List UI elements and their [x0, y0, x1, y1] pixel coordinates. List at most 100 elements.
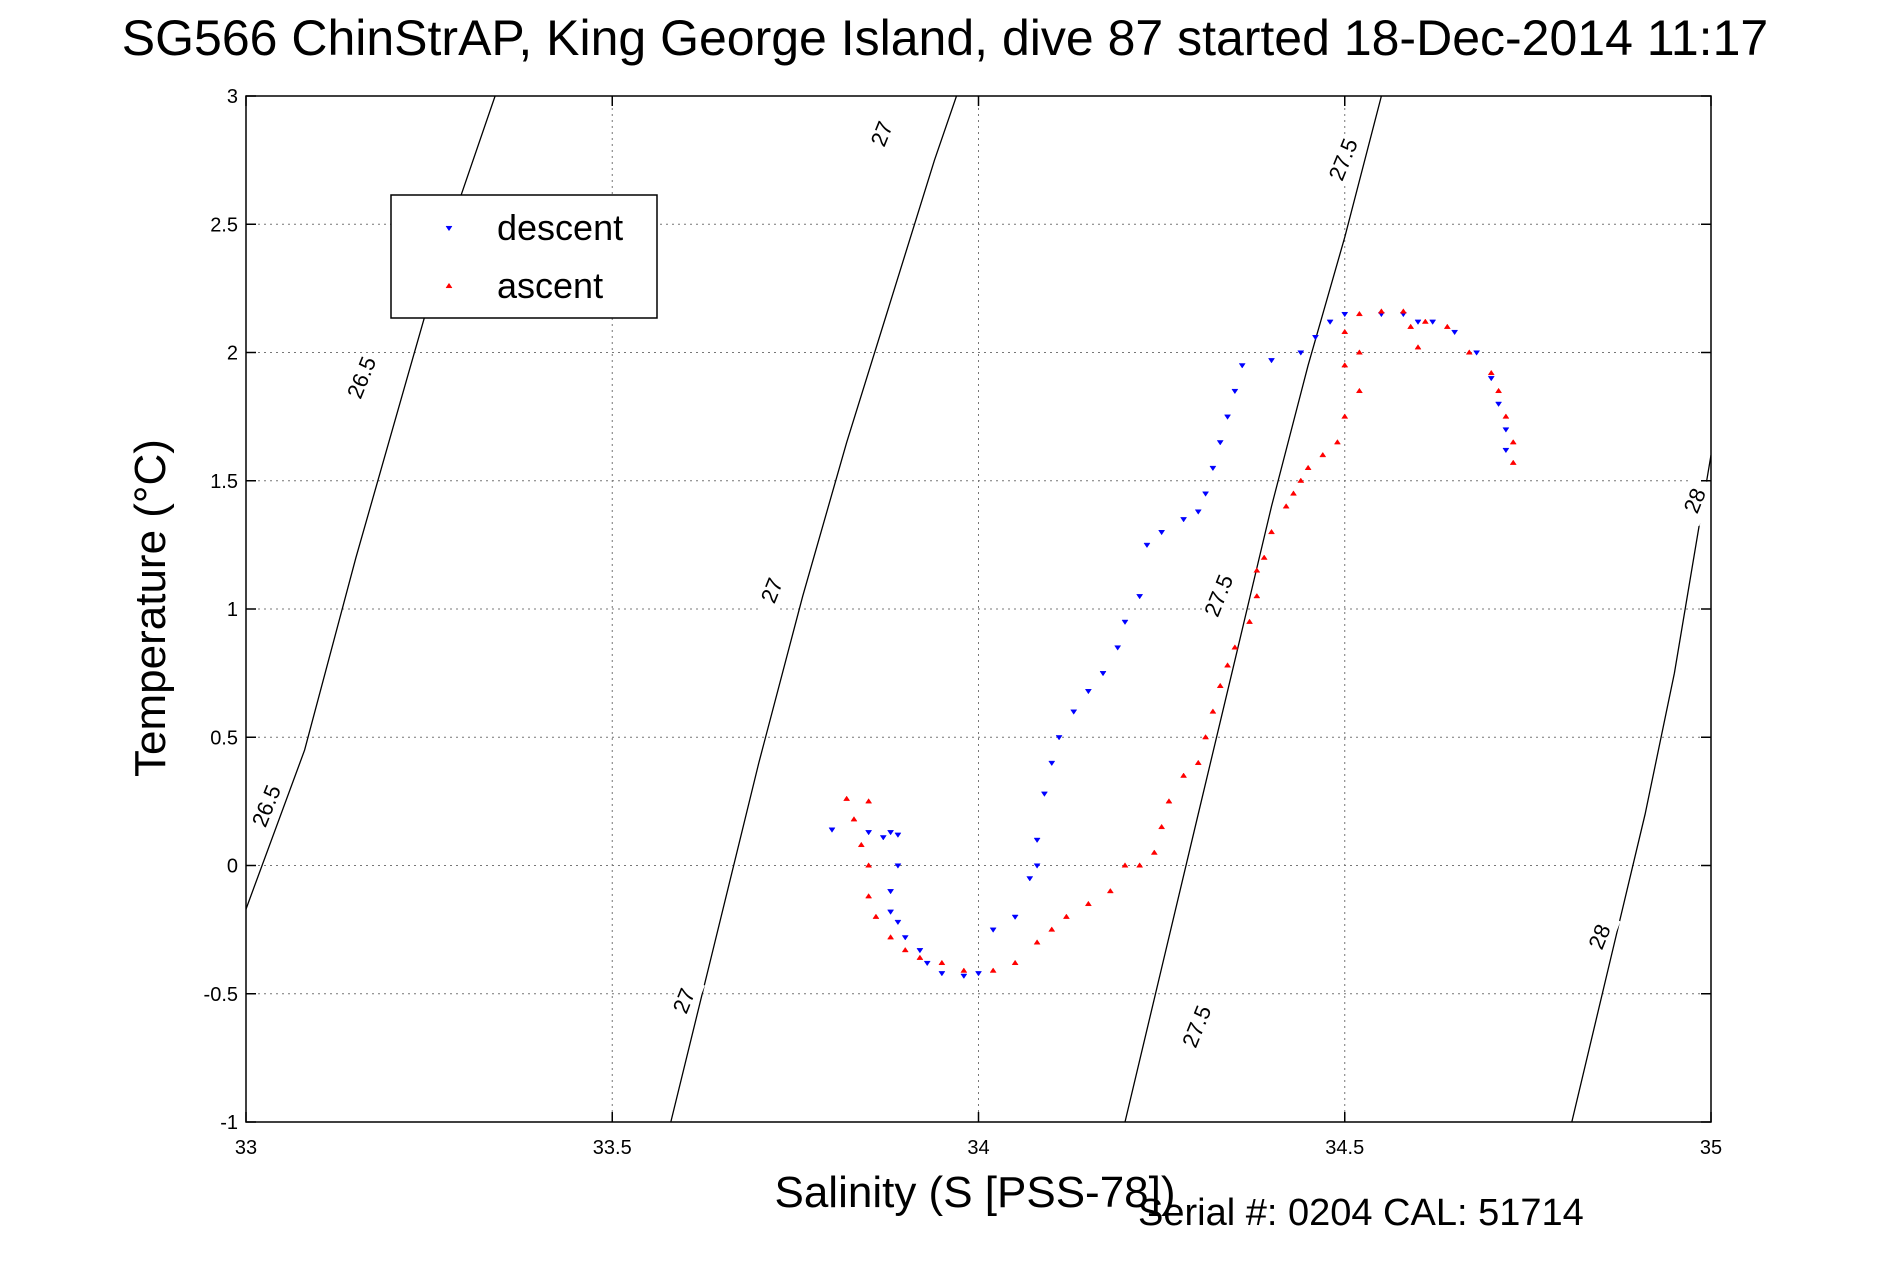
descent-point	[865, 830, 873, 836]
descent-point	[1311, 335, 1319, 341]
descent-point	[989, 927, 997, 933]
ascent-point	[1495, 387, 1503, 394]
ascent-point	[1202, 734, 1210, 740]
descent-point	[1473, 350, 1481, 356]
ascent-point	[1377, 308, 1385, 314]
ascent-point	[901, 946, 909, 953]
descent-point	[1180, 517, 1188, 523]
ascent-point	[1297, 477, 1305, 483]
descent-point	[1040, 791, 1048, 797]
descent-point	[1224, 414, 1232, 420]
ascent-point	[1304, 464, 1312, 470]
descent-point	[887, 909, 895, 915]
ascent-point	[1224, 662, 1232, 668]
legend: descent ascent	[390, 194, 658, 319]
x-tick-label: 35	[1700, 1137, 1722, 1159]
y-tick-label: 3	[227, 86, 238, 108]
descent-point	[1495, 401, 1503, 407]
ascent-point	[843, 795, 851, 801]
y-tick-label: -0.5	[204, 984, 238, 1006]
x-tick-label: 33	[235, 1137, 257, 1159]
contour-label-bg	[1676, 476, 1711, 527]
ascent-point	[1180, 772, 1188, 778]
descent-point	[1143, 542, 1151, 549]
descent-point	[1326, 319, 1334, 325]
ascent-point	[1253, 593, 1261, 599]
descent-point	[1099, 671, 1107, 677]
ascent-point	[1465, 349, 1473, 355]
ascent-point	[1246, 618, 1253, 624]
ascent-point	[1062, 913, 1070, 919]
descent-legend-marker	[445, 225, 453, 232]
descent-point	[1048, 760, 1056, 767]
descent-point	[1194, 509, 1202, 515]
descent-point	[1070, 709, 1078, 715]
ascent-point	[1033, 939, 1041, 945]
contour-label-bg	[666, 976, 705, 1027]
ascent-point	[1443, 323, 1451, 329]
ascent-point	[1502, 413, 1510, 419]
density-contour-27.5	[1124, 96, 1383, 1122]
descent-point	[1114, 645, 1122, 651]
contour-label-bg	[863, 109, 903, 160]
ascent-point	[1150, 849, 1158, 855]
descent-point	[1238, 363, 1246, 369]
descent-point	[1216, 440, 1224, 446]
descent-point	[1158, 530, 1166, 536]
ascent-point	[1407, 323, 1415, 329]
descent-point	[879, 835, 887, 841]
ascent-point	[1048, 926, 1056, 932]
ascent-point	[1487, 369, 1495, 376]
ascent-point	[872, 913, 880, 919]
y-tick-label: 2	[227, 343, 238, 365]
ascent-point	[1341, 413, 1349, 419]
ascent-point	[1268, 528, 1275, 535]
ascent-point	[989, 967, 997, 973]
ascent-point	[857, 841, 865, 848]
descent-point	[1414, 319, 1422, 325]
descent-point	[960, 973, 968, 979]
descent-legend-label: descent	[497, 207, 623, 248]
contour-label-bg	[1581, 912, 1621, 963]
descent-point	[1033, 863, 1041, 869]
ascent-point	[1209, 708, 1217, 714]
ascent-point	[1319, 451, 1327, 458]
y-tick-label: 0.5	[210, 727, 238, 749]
contour-label-bg	[1178, 1002, 1218, 1052]
ascent-point	[1341, 362, 1349, 368]
axis-ticks: 33 33.5 34 34.5 35 -1 -0.5 0 0.5 1 1.5 2 2.5 3	[204, 86, 1723, 1159]
y-tick-label: 1.5	[210, 471, 238, 493]
descent-point	[1451, 329, 1459, 336]
contour-label-bg	[754, 566, 793, 616]
descent-point	[1033, 837, 1041, 844]
ascent-point	[850, 816, 858, 822]
descent-point	[828, 827, 836, 833]
contour-label-bg	[1325, 135, 1365, 186]
descent-point	[1055, 735, 1063, 741]
ascent-point	[1421, 318, 1429, 324]
x-tick-label: 34	[967, 1137, 989, 1159]
ascent-legend-marker	[445, 282, 453, 289]
ascent-point	[1290, 490, 1297, 496]
ascent-point	[865, 893, 873, 899]
ascent-point	[1231, 644, 1239, 650]
data-points	[828, 308, 1517, 979]
descent-point	[938, 971, 946, 977]
ascent-point	[916, 954, 924, 960]
descent-point	[916, 948, 924, 954]
ascent-point	[1399, 308, 1407, 314]
ascent-point	[938, 959, 946, 966]
descent-point	[1026, 876, 1034, 882]
ascent-point	[1253, 567, 1261, 573]
descent-point	[1202, 491, 1210, 497]
descent-point	[1231, 388, 1239, 395]
descent-point	[894, 863, 902, 869]
contour-label-bg	[1200, 571, 1240, 622]
ascent-point	[1333, 439, 1341, 445]
chart-title: SG566 ChinStrAP, King George Island, div…	[122, 10, 1768, 66]
ascent-point	[1355, 349, 1363, 355]
descent-point	[1084, 689, 1092, 695]
descent-point	[1011, 914, 1019, 920]
ascent-point	[1282, 503, 1290, 509]
